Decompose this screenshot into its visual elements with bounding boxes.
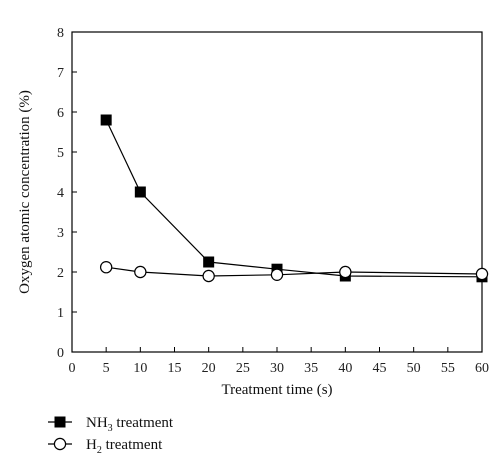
series-1-point xyxy=(270,268,284,281)
series-1-point xyxy=(134,265,147,279)
plot-frame xyxy=(71,31,483,353)
series-1-line xyxy=(106,266,483,277)
y-axis-title: Oxygen atomic concentration (%) xyxy=(17,90,33,294)
series-1-point xyxy=(99,261,113,274)
x-tick-label: 55 xyxy=(441,361,455,376)
y-tick-label: 1 xyxy=(57,306,64,321)
x-tick-label: 5 xyxy=(103,361,110,376)
x-tick-label: 10 xyxy=(133,361,147,376)
series-1-point xyxy=(475,267,489,281)
series-layer xyxy=(99,114,489,283)
y-tick-label: 4 xyxy=(57,186,64,201)
series-0-point xyxy=(134,186,146,198)
y-tick-label: 6 xyxy=(57,106,64,121)
x-tick-label: 60 xyxy=(475,361,489,376)
x-tick-label: 15 xyxy=(168,361,182,376)
legend-entry-1: H2 treatment xyxy=(86,437,163,456)
y-tick-label: 5 xyxy=(57,146,64,161)
legend: NH3 treatment H2 treatment xyxy=(48,415,174,456)
series-0 xyxy=(100,114,488,283)
y-tick-label: 8 xyxy=(57,26,64,41)
x-tick-label: 45 xyxy=(373,361,387,376)
x-tick-label: 0 xyxy=(69,361,76,376)
x-tick-label: 20 xyxy=(202,361,216,376)
series-1-point xyxy=(339,265,352,279)
y-tick-label: 2 xyxy=(57,266,64,281)
x-tick-label: 35 xyxy=(304,361,318,376)
series-1 xyxy=(99,261,489,283)
series-0-point xyxy=(203,256,215,268)
y-tick-label: 7 xyxy=(57,66,64,81)
x-tick-label: 40 xyxy=(338,361,352,376)
x-tick-label: 30 xyxy=(270,361,284,376)
series-0-line xyxy=(105,119,483,278)
y-tick-label: 0 xyxy=(57,346,64,361)
y-tick-label: 3 xyxy=(57,226,64,241)
x-tick-label: 50 xyxy=(407,361,421,376)
x-axis-title: Treatment time (s) xyxy=(221,382,332,398)
x-tick-label: 25 xyxy=(236,361,250,376)
series-1-point xyxy=(202,269,215,283)
legend-marker xyxy=(53,437,67,451)
series-0-point xyxy=(100,114,112,126)
legend-entry-0: NH3 treatment xyxy=(86,415,174,434)
legend-marker xyxy=(54,416,66,428)
